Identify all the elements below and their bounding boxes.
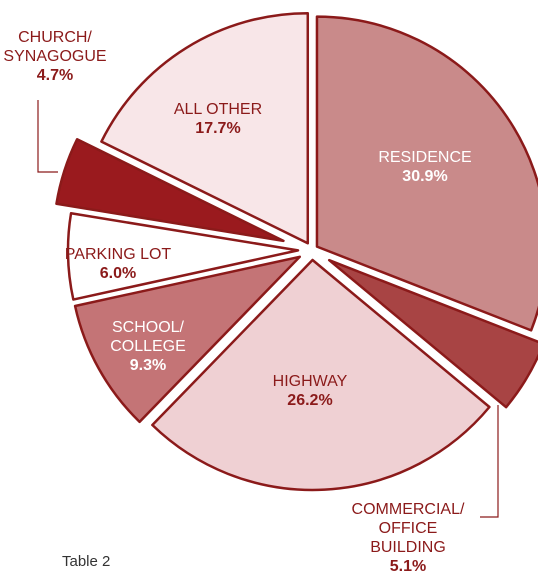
slice-label: CHURCH/ SYNAGOGUE 4.7% xyxy=(3,28,106,85)
slice-label: SCHOOL/ COLLEGE 9.3% xyxy=(110,318,186,375)
category-label: CHURCH/ SYNAGOGUE xyxy=(3,29,107,65)
value-label: 6.0% xyxy=(99,265,137,282)
category-label: PARKING LOT xyxy=(64,246,172,263)
slice-label: RESIDENCE 30.9% xyxy=(378,148,471,186)
value-label: 4.7% xyxy=(36,67,74,84)
category-label: RESIDENCE xyxy=(378,149,472,166)
category-label: ALL OTHER xyxy=(173,101,263,118)
pie-slice xyxy=(73,255,302,424)
slice-label: ALL OTHER 17.7% xyxy=(174,100,262,138)
value-label: 26.2% xyxy=(287,392,333,409)
value-label: 17.7% xyxy=(195,120,241,137)
value-label: 9.3% xyxy=(129,357,167,374)
pie-slice xyxy=(151,258,491,492)
slice-label: PARKING LOT 6.0% xyxy=(65,245,171,283)
pie-slice xyxy=(66,212,300,301)
value-label: 30.9% xyxy=(402,168,448,185)
caption: Table 2 xyxy=(62,553,111,570)
category-label: COMMERCIAL/ OFFICE BUILDING xyxy=(351,501,465,556)
category-label: HIGHWAY xyxy=(272,373,348,390)
pie-slice xyxy=(327,258,538,409)
slice-label: HIGHWAY 26.2% xyxy=(273,372,348,410)
leader-line xyxy=(480,405,499,518)
pie-slice xyxy=(315,15,538,332)
value-label: 5.1% xyxy=(389,558,427,575)
pie-slice xyxy=(55,138,285,243)
leader-line xyxy=(37,100,58,173)
category-label: SCHOOL/ COLLEGE xyxy=(110,319,186,355)
pie-slice xyxy=(100,11,310,245)
